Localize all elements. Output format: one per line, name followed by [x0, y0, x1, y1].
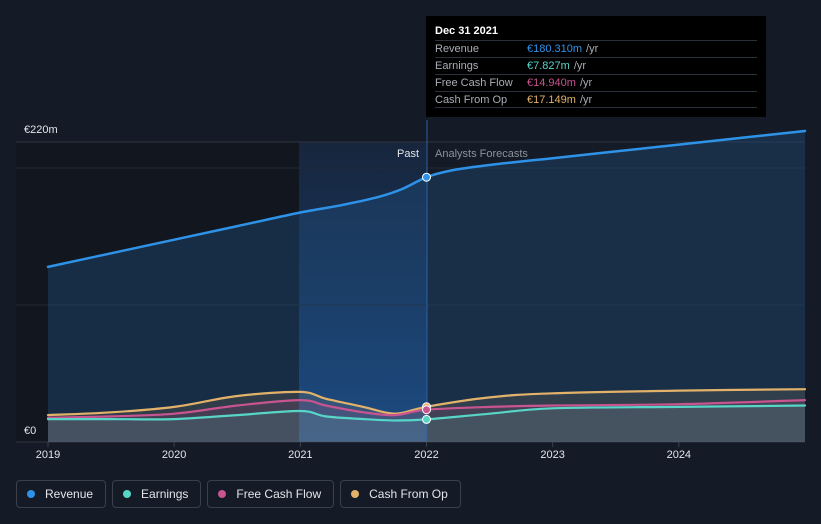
legend-item-revenue[interactable]: Revenue: [16, 480, 107, 508]
legend-dot-icon: [351, 490, 360, 498]
tooltip: Dec 31 2021 Revenue €180.310m/yr Earnings €…: [426, 16, 766, 117]
tooltip-value: €180.310m: [527, 43, 583, 55]
point-earnings[interactable]: [422, 414, 431, 424]
series-lines: [46, 129, 807, 422]
tooltip-row: Revenue €180.310m/yr: [435, 40, 757, 57]
legend-label: Earnings: [141, 487, 189, 501]
tooltip-label: Free Cash Flow: [435, 77, 513, 89]
legend-item-cash-from-op[interactable]: Cash From Op: [340, 480, 461, 508]
legend-dot-icon: [218, 490, 227, 498]
tooltip-value: €17.149m: [527, 94, 576, 106]
chart: €220m €0 Past Analysts Forecasts 2019 202…: [16, 120, 807, 461]
gridlines: [16, 141, 805, 443]
legend-dot-icon: [123, 490, 132, 498]
legend-dot-icon: [27, 490, 35, 498]
tooltip-unit: /yr: [579, 94, 593, 106]
tooltip-row: Free Cash Flow €14.940m/yr: [435, 74, 757, 91]
tooltip-value: €14.940m: [527, 77, 576, 89]
tooltip-value: €7.827m: [527, 60, 570, 72]
tooltip-unit: /yr: [573, 60, 587, 72]
tooltip-unit: /yr: [586, 43, 599, 55]
past-shade: [16, 142, 299, 442]
tooltip-row: Earnings €7.827m/yr: [435, 57, 757, 74]
x-tick-label: 2024: [667, 449, 691, 461]
legend-item-earnings[interactable]: Earnings: [112, 480, 202, 508]
legend-label: Revenue: [45, 487, 94, 501]
legend-item-free-cash-flow[interactable]: Free Cash Flow: [207, 480, 335, 508]
y-tick-top: €220m: [24, 124, 58, 136]
legend-label: Free Cash Flow: [236, 487, 322, 501]
point-revenue[interactable]: [422, 172, 431, 182]
legend-label: Cash From Op: [369, 487, 448, 501]
x-axis: 2019 2020 2021 2022 2023 2024: [36, 442, 691, 461]
hover-points: [422, 172, 431, 424]
forecast-label: Analysts Forecasts: [435, 148, 528, 160]
series-line-revenue: [46, 129, 807, 269]
tooltip-unit: /yr: [579, 77, 593, 89]
x-tick-label: 2021: [288, 449, 312, 461]
tooltip-label: Revenue: [435, 43, 480, 55]
tooltip-label: Earnings: [435, 60, 479, 72]
legend: Revenue Earnings Free Cash Flow Cash From O…: [16, 480, 461, 508]
y-tick-bottom: €0: [24, 425, 36, 437]
tooltip-row: Cash From Op €17.149m/yr: [435, 91, 757, 108]
series-line-earnings: [46, 404, 807, 422]
series-line-cash-from-op: [46, 388, 807, 417]
x-tick-label: 2022: [414, 449, 438, 461]
past-label: Past: [397, 148, 419, 160]
x-tick-label: 2019: [36, 449, 60, 461]
point-free-cash-flow[interactable]: [422, 405, 431, 415]
x-tick-label: 2020: [162, 449, 186, 461]
highlight-band: [299, 142, 427, 442]
x-tick-label: 2023: [540, 449, 564, 461]
tooltip-date: Dec 31 2021: [435, 25, 498, 37]
tooltip-label: Cash From Op: [435, 94, 508, 106]
series-line-free-cash-flow: [46, 398, 807, 419]
